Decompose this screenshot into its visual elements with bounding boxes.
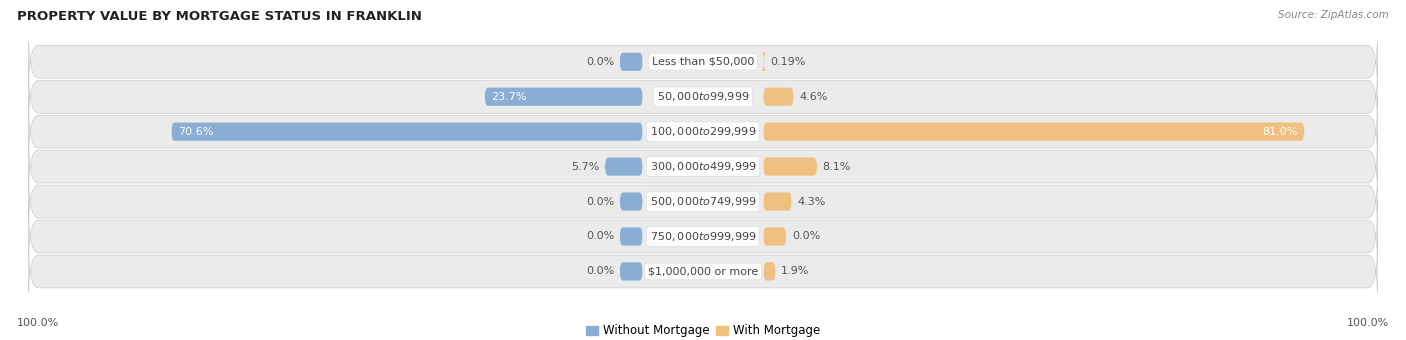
Text: 0.0%: 0.0% — [586, 267, 614, 276]
FancyBboxPatch shape — [485, 88, 643, 106]
Text: 100.0%: 100.0% — [17, 318, 59, 328]
FancyBboxPatch shape — [620, 192, 643, 210]
FancyBboxPatch shape — [620, 227, 643, 245]
FancyBboxPatch shape — [763, 88, 794, 106]
FancyBboxPatch shape — [28, 201, 1378, 272]
Legend: Without Mortgage, With Mortgage: Without Mortgage, With Mortgage — [581, 319, 825, 340]
FancyBboxPatch shape — [28, 235, 1378, 307]
FancyBboxPatch shape — [763, 262, 776, 280]
FancyBboxPatch shape — [761, 53, 766, 71]
Text: 0.0%: 0.0% — [586, 232, 614, 241]
FancyBboxPatch shape — [28, 61, 1378, 133]
Text: Less than $50,000: Less than $50,000 — [652, 57, 754, 67]
FancyBboxPatch shape — [172, 123, 643, 141]
Text: $300,000 to $499,999: $300,000 to $499,999 — [650, 160, 756, 173]
FancyBboxPatch shape — [620, 262, 643, 280]
Text: 23.7%: 23.7% — [491, 92, 527, 102]
Text: $750,000 to $999,999: $750,000 to $999,999 — [650, 230, 756, 243]
Text: $50,000 to $99,999: $50,000 to $99,999 — [657, 90, 749, 103]
FancyBboxPatch shape — [28, 26, 1378, 98]
FancyBboxPatch shape — [763, 157, 817, 176]
Text: $1,000,000 or more: $1,000,000 or more — [648, 267, 758, 276]
FancyBboxPatch shape — [763, 123, 1305, 141]
FancyBboxPatch shape — [763, 227, 786, 245]
Text: 81.0%: 81.0% — [1263, 127, 1298, 137]
Text: 70.6%: 70.6% — [177, 127, 214, 137]
Text: 0.0%: 0.0% — [586, 197, 614, 206]
Text: 4.6%: 4.6% — [799, 92, 828, 102]
Text: 0.0%: 0.0% — [792, 232, 820, 241]
Text: $500,000 to $749,999: $500,000 to $749,999 — [650, 195, 756, 208]
FancyBboxPatch shape — [605, 157, 643, 176]
Text: 8.1%: 8.1% — [823, 162, 851, 172]
Text: 5.7%: 5.7% — [571, 162, 599, 172]
Text: 0.19%: 0.19% — [769, 57, 806, 67]
FancyBboxPatch shape — [620, 53, 643, 71]
FancyBboxPatch shape — [28, 96, 1378, 168]
Text: $100,000 to $299,999: $100,000 to $299,999 — [650, 125, 756, 138]
Text: 4.3%: 4.3% — [797, 197, 825, 206]
Text: 1.9%: 1.9% — [782, 267, 810, 276]
Text: 100.0%: 100.0% — [1347, 318, 1389, 328]
Text: 0.0%: 0.0% — [586, 57, 614, 67]
Text: PROPERTY VALUE BY MORTGAGE STATUS IN FRANKLIN: PROPERTY VALUE BY MORTGAGE STATUS IN FRA… — [17, 10, 422, 23]
Text: Source: ZipAtlas.com: Source: ZipAtlas.com — [1278, 10, 1389, 20]
FancyBboxPatch shape — [28, 166, 1378, 238]
FancyBboxPatch shape — [28, 131, 1378, 203]
FancyBboxPatch shape — [763, 192, 792, 210]
